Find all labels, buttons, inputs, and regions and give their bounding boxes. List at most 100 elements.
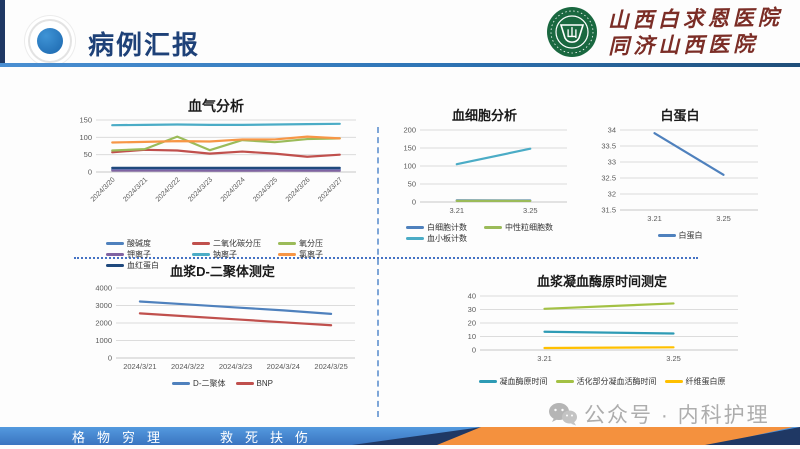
y-tick-label: 150 xyxy=(79,116,92,125)
series-line-氧分压 xyxy=(111,135,341,152)
vertical-dashed-separator xyxy=(377,127,379,417)
legend-item: 纤维蛋白原 xyxy=(664,376,726,387)
legend-label: 氯离子 xyxy=(299,250,323,259)
legend-label: BNP xyxy=(256,379,273,388)
x-tick-label: 2024/3/23 xyxy=(187,176,214,203)
legend-swatch xyxy=(478,380,497,383)
legend-swatch xyxy=(278,242,296,245)
legend-label: 白细胞计数 xyxy=(427,223,467,232)
legend-item: 血红蛋白 xyxy=(106,260,192,271)
legend-swatch xyxy=(484,226,502,229)
legend-swatch xyxy=(172,382,191,385)
legend-swatch xyxy=(106,253,124,256)
y-tick-label: 50 xyxy=(84,150,92,159)
header-divider xyxy=(0,63,800,67)
legend-item: 血小板计数 xyxy=(406,233,484,244)
series-line-凝血酶原时间 xyxy=(543,330,675,335)
legend-item: 白蛋白 xyxy=(657,230,703,241)
legend-item: 氯离子 xyxy=(278,249,364,260)
y-tick-label: 1000 xyxy=(95,336,112,345)
wechat-icon xyxy=(549,403,577,426)
y-tick-label: 100 xyxy=(79,133,92,142)
legend-swatch xyxy=(555,380,574,383)
y-tick-label: 2000 xyxy=(95,319,112,328)
x-tick-label: 2024/3/24 xyxy=(220,176,247,203)
hospital-seal-logo: 山 xyxy=(547,7,597,57)
d-dimer-plot: 0 1000 2000 3000 4000 2024/3/21 2024/3/22 2024/… xyxy=(95,284,355,371)
x-tick-label: 2024/3/24 xyxy=(267,362,300,371)
legend-label: 二氧化碳分压 xyxy=(213,239,261,248)
chart-albumin: 白蛋白 31.5 32 32.5 33 33.5 34 3.21 3.25 白蛋白 xyxy=(590,108,770,241)
albumin-legend: 白蛋白 xyxy=(590,230,770,241)
legend-swatch xyxy=(406,226,424,229)
y-tick-label: 4000 xyxy=(95,284,112,293)
y-tick-label: 31.5 xyxy=(601,206,616,215)
x-tick-label: 2024/3/25 xyxy=(314,362,347,371)
chart-blood-cells: 血细胞分析 0 50 100 150 200 3.21 3.25 白细胞计数 中性粒细胞数 血小… xyxy=(392,108,577,244)
y-tick-label: 200 xyxy=(403,126,416,135)
legend-item: 中性粒细胞数 xyxy=(484,222,562,233)
x-tick-label: 3.25 xyxy=(666,354,681,363)
legend-swatch xyxy=(192,253,210,256)
series-line-氯离子 xyxy=(111,135,341,144)
x-tick-label: 3.21 xyxy=(647,214,662,223)
y-tick-label: 0 xyxy=(412,198,416,207)
x-tick-label: 2024/3/22 xyxy=(155,176,182,203)
x-tick-label: 2024/3/22 xyxy=(171,362,204,371)
legend-label: 氧分压 xyxy=(299,239,323,248)
y-tick-label: 34 xyxy=(608,126,616,135)
legend-label: 白蛋白 xyxy=(678,231,703,240)
legend-label: 中性粒细胞数 xyxy=(505,223,553,232)
series-line-白蛋白 xyxy=(653,132,725,176)
legend-label: 血小板计数 xyxy=(427,234,467,243)
chart-title: 血细胞分析 xyxy=(451,108,517,123)
y-tick-label: 0 xyxy=(108,354,112,363)
series-line-钠离子 xyxy=(111,122,341,127)
y-tick-label: 150 xyxy=(403,144,416,153)
watermark-text: 公众号 · 内科护理 xyxy=(584,404,770,427)
x-tick-label: 2024/3/27 xyxy=(317,176,344,203)
legend-swatch xyxy=(278,253,296,256)
legend-item: 钠离子 xyxy=(192,249,278,260)
series-line-二氧化碳分压 xyxy=(111,148,341,158)
chart-title: 血气分析 xyxy=(188,98,244,114)
legend-swatch xyxy=(657,234,676,237)
legend-swatch xyxy=(406,237,424,240)
legend-label: D-二聚体 xyxy=(193,379,226,388)
hospital-logo-group: 山 山西白求恩医院 同济山西医院 xyxy=(546,5,783,59)
chart-title: 血浆凝血酶原时间测定 xyxy=(536,274,667,289)
y-tick-label: 32.5 xyxy=(601,174,616,183)
x-tick-label: 3.21 xyxy=(449,206,464,215)
blood-cells-plot: 0 50 100 150 200 3.21 3.25 xyxy=(403,126,567,215)
y-tick-label: 100 xyxy=(403,162,416,171)
legend-item: 二氧化碳分压 xyxy=(192,238,278,249)
legend-item: 活化部分凝血活酶时间 xyxy=(555,376,657,387)
x-tick-label: 2024/3/21 xyxy=(123,362,156,371)
x-tick-label: 2024/3/20 xyxy=(90,176,117,203)
legend-label: 钠离子 xyxy=(213,250,237,259)
y-tick-label: 33.5 xyxy=(601,142,616,151)
series-line-BNP xyxy=(138,312,333,327)
y-tick-label: 3000 xyxy=(95,301,112,310)
x-tick-label: 2024/3/26 xyxy=(285,176,312,203)
y-tick-label: 40 xyxy=(468,292,476,301)
legend-label: 纤维蛋白原 xyxy=(685,377,726,386)
legend-swatch xyxy=(106,264,124,267)
x-tick-label: 3.25 xyxy=(716,214,731,223)
x-tick-label: 2024/3/21 xyxy=(122,176,149,203)
footer-motto-right: 救死扶伤 xyxy=(220,429,321,445)
x-tick-label: 2024/3/23 xyxy=(219,362,252,371)
legend-item: 白细胞计数 xyxy=(406,222,484,233)
y-tick-label: 32 xyxy=(608,190,616,199)
legend-item: 钾离子 xyxy=(106,249,192,260)
y-tick-label: 10 xyxy=(468,332,476,341)
svg-text:山: 山 xyxy=(567,26,578,40)
legend-swatch xyxy=(235,382,254,385)
x-tick-label: 3.21 xyxy=(537,354,552,363)
legend-label: 酸碱度 xyxy=(127,239,151,248)
chart-coagulation: 血浆凝血酶原时间测定 0 10 20 30 40 3.21 3.25 凝血酶原时间 活化部分凝… xyxy=(452,274,752,387)
coagulation-plot: 0 10 20 30 40 3.21 3.25 xyxy=(468,292,738,363)
series-line-纤维蛋白原 xyxy=(543,346,675,350)
y-tick-label: 0 xyxy=(88,168,92,177)
